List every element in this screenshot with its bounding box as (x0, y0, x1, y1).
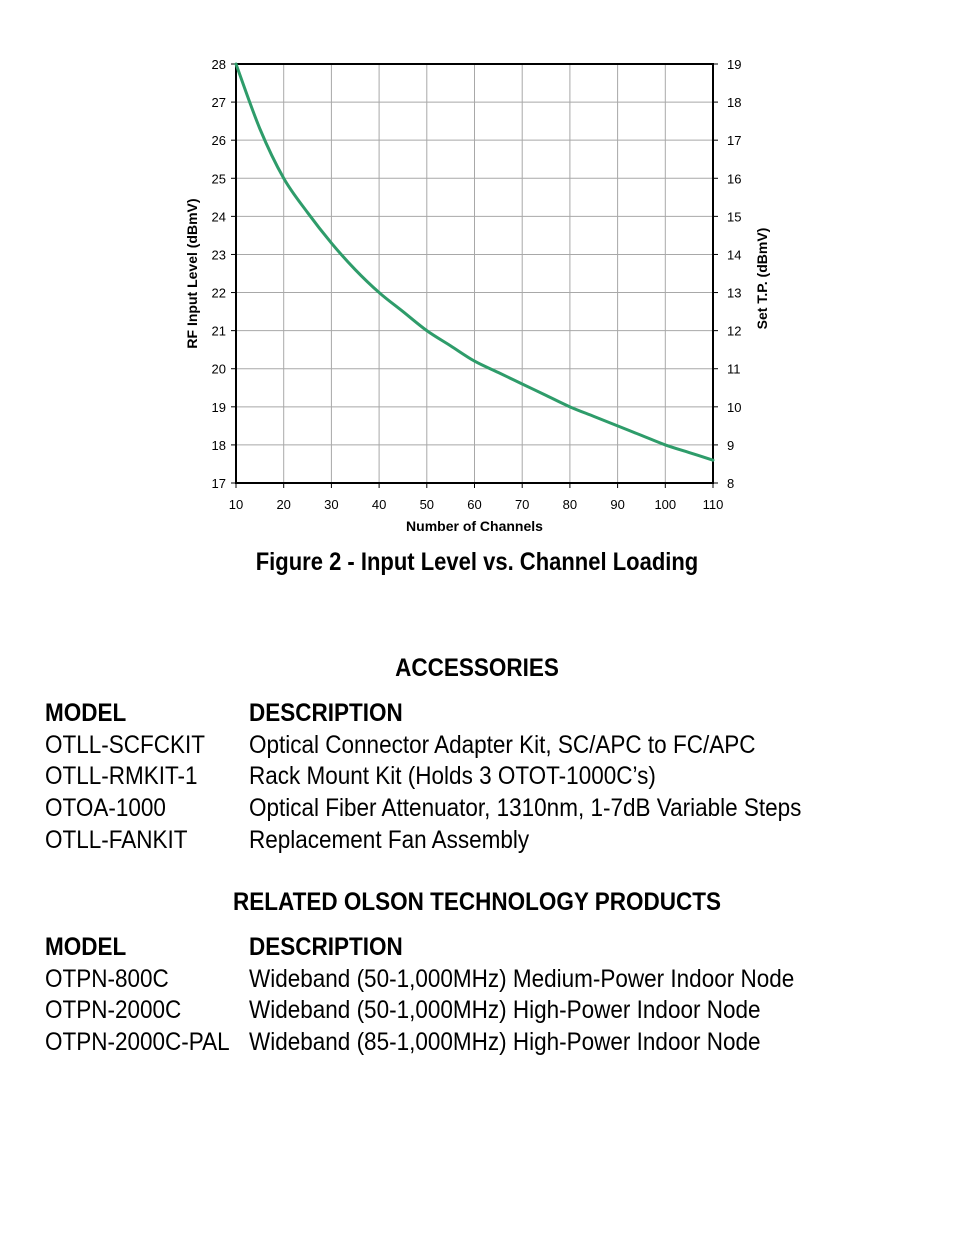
figure-caption: Figure 2 - Input Level vs. Channel Loadi… (255, 548, 699, 576)
related-products-title: RELATED OLSON TECHNOLOGY PRODUCTS (233, 888, 721, 916)
description-cell: Wideband (50-1,000MHz) High-Power Indoor… (249, 996, 761, 1025)
y2-tick-label: 11 (727, 362, 741, 377)
x-tick-label: 30 (324, 497, 338, 512)
accessories-table: MODEL DESCRIPTION OTLL-SCFCKIT Optical C… (45, 698, 925, 856)
model-column-header: MODEL (45, 699, 127, 727)
x-tick-label: 70 (515, 497, 529, 512)
table-row: OTPN-800C Wideband (50-1,000MHz) Medium-… (45, 964, 925, 996)
table-row: OTPN-2000C-PAL Wideband (85-1,000MHz) Hi… (45, 1027, 925, 1059)
y2-tick-label: 15 (727, 209, 741, 224)
model-cell: OTPN-2000C-PAL (45, 1028, 230, 1057)
description-column-header: DESCRIPTION (249, 699, 403, 727)
model-cell: OTLL-FANKIT (45, 825, 188, 854)
model-cell: OTLL-RMKIT-1 (45, 762, 198, 791)
x-tick-label: 100 (654, 497, 676, 512)
y-tick-label: 25 (212, 171, 226, 186)
x-tick-label: 90 (610, 497, 624, 512)
model-cell: OTLL-SCFCKIT (45, 730, 206, 759)
description-cell: Wideband (85-1,000MHz) High-Power Indoor… (249, 1028, 761, 1057)
x-tick-label: 110 (703, 497, 724, 512)
related-products-table: MODEL DESCRIPTION OTPN-800C Wideband (50… (45, 932, 925, 1059)
accessories-header-row: MODEL DESCRIPTION (45, 698, 925, 730)
y2-tick-label: 13 (727, 286, 741, 301)
table-row: OTLL-RMKIT-1 Rack Mount Kit (Holds 3 OTO… (45, 761, 925, 793)
accessories-title: ACCESSORIES (395, 654, 559, 682)
x-tick-label: 60 (467, 497, 481, 512)
x-tick-label: 10 (229, 497, 243, 512)
y-tick-label: 18 (212, 438, 226, 453)
y-tick-label: 23 (212, 247, 226, 262)
model-cell: OTOA-1000 (45, 794, 166, 823)
table-row: OTLL-FANKIT Replacement Fan Assembly (45, 825, 925, 857)
description-cell: Rack Mount Kit (Holds 3 OTOT-1000C’s) (249, 762, 656, 791)
y-tick-label: 26 (212, 133, 226, 148)
y2-tick-label: 10 (727, 400, 741, 415)
description-column-header: DESCRIPTION (249, 933, 403, 961)
axis-ticks: 10 20 30 40 50 60 70 80 90 100 110 17 18 19 20 21 22 23 24… (212, 57, 742, 512)
y2-tick-label: 17 (727, 133, 741, 148)
y-tick-label: 24 (212, 209, 226, 224)
related-header-row: MODEL DESCRIPTION (45, 932, 925, 964)
description-cell: Optical Fiber Attenuator, 1310nm, 1-7dB … (249, 794, 802, 823)
y-tick-label: 22 (212, 286, 226, 301)
y-tick-label: 28 (212, 57, 226, 72)
y-tick-label: 27 (212, 95, 226, 110)
x-tick-label: 80 (563, 497, 577, 512)
series-layer (234, 62, 715, 462)
description-cell: Wideband (50-1,000MHz) Medium-Power Indo… (249, 964, 795, 993)
y2-tick-label: 14 (727, 247, 741, 262)
table-row: OTLL-SCFCKIT Optical Connector Adapter K… (45, 730, 925, 762)
y-tick-label: 17 (212, 476, 226, 491)
chart-gridlines (236, 64, 713, 483)
x-tick-label: 20 (276, 497, 290, 512)
model-cell: OTPN-800C (45, 964, 169, 993)
y-axis-title-right: Set T.P. (dBmV) (754, 228, 770, 330)
description-cell: Optical Connector Adapter Kit, SC/APC to… (249, 730, 756, 759)
x-tick-label: 40 (372, 497, 386, 512)
description-cell: Replacement Fan Assembly (249, 825, 530, 854)
y2-tick-label: 19 (727, 57, 741, 72)
y2-tick-label: 9 (727, 438, 734, 453)
y2-tick-label: 18 (727, 95, 741, 110)
table-row: OTPN-2000C Wideband (50-1,000MHz) High-P… (45, 995, 925, 1027)
input-level-chart: 10 20 30 40 50 60 70 80 90 100 110 17 18 19 20 21 22 23 24… (184, 57, 770, 534)
series-line (234, 62, 715, 462)
model-column-header: MODEL (45, 933, 127, 961)
y2-tick-label: 12 (727, 324, 741, 339)
y-tick-label: 19 (212, 400, 226, 415)
y2-tick-label: 16 (727, 171, 741, 186)
x-tick-label: 50 (420, 497, 434, 512)
table-row: OTOA-1000 Optical Fiber Attenuator, 1310… (45, 793, 925, 825)
y-tick-label: 20 (212, 362, 226, 377)
x-axis-title: Number of Channels (406, 518, 543, 534)
y-axis-title-left: RF Input Level (dBmV) (184, 198, 200, 348)
y-tick-label: 21 (212, 324, 226, 339)
y2-tick-label: 8 (727, 476, 734, 491)
model-cell: OTPN-2000C (45, 996, 182, 1025)
